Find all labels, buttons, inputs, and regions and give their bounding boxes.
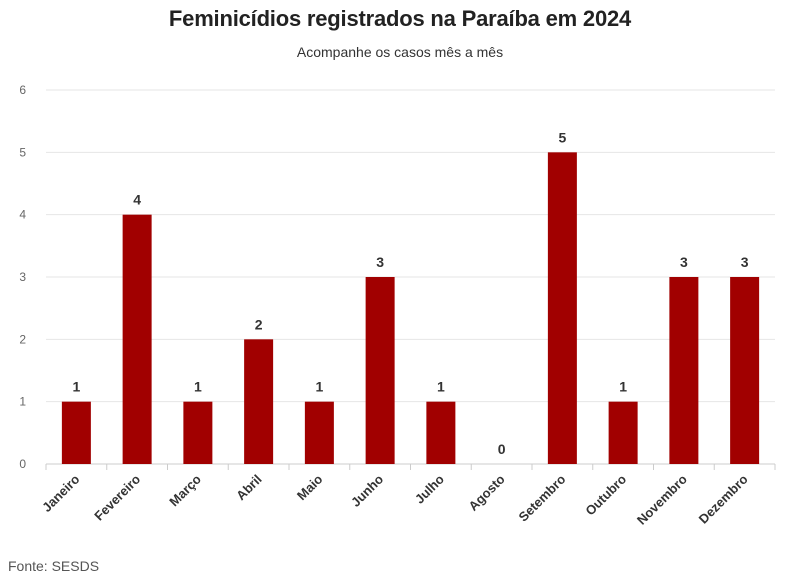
bar [61,401,91,464]
bar [426,401,456,464]
bar [183,401,213,464]
x-tick-label: Outubro [582,471,629,518]
gridlines [46,89,775,465]
y-tick-label: 0 [19,457,26,471]
bar [122,214,152,464]
x-tick-label: Fevereiro [91,471,143,523]
x-tick-label: Julho [412,471,447,506]
bar [244,339,274,464]
bar [608,401,638,464]
bar [365,277,395,464]
x-tick-label: Junho [348,471,386,509]
bar [547,152,577,465]
bar [669,277,699,464]
data-label: 0 [498,441,506,457]
source-note: Fonte: SESDS [8,558,100,574]
bar [304,401,334,464]
y-tick-label: 4 [19,208,26,222]
y-axis-ticks: 0 1 2 3 4 5 6 [19,83,26,471]
x-tick-label: Maio [294,471,326,503]
x-tick-label: Agosto [465,471,507,513]
y-tick-label: 2 [19,332,26,346]
data-label: 1 [72,379,80,395]
x-tick-label: Setembro [515,471,568,524]
y-tick-label: 6 [19,83,26,97]
bars [61,152,760,465]
data-label: 3 [680,254,688,270]
x-tick-label: Janeiro [39,471,82,514]
chart-subtitle: Acompanhe os casos mês a mês [296,44,504,60]
x-tick-label: Dezembro [696,471,751,526]
data-label: 5 [558,129,566,145]
data-label: 2 [255,316,263,332]
data-label: 3 [741,254,749,270]
x-axis-ticks: Janeiro Fevereiro Março Abril Maio Junho Julho… [39,464,776,528]
x-tick-label: Abril [233,472,265,504]
data-label: 1 [619,379,627,395]
y-tick-label: 3 [19,270,26,284]
bar [730,277,760,464]
x-tick-label: Março [166,471,204,509]
y-tick-label: 1 [19,395,26,409]
chart-title: Feminicídios registrados na Paraíba em 2… [168,6,632,31]
data-labels: 1 4 1 2 1 3 1 0 5 1 3 3 [72,129,748,457]
y-tick-label: 5 [19,145,26,159]
data-label: 4 [133,192,141,208]
x-tick-label: Novembro [634,471,690,527]
data-label: 1 [315,379,323,395]
data-label: 3 [376,254,384,270]
data-label: 1 [194,379,202,395]
data-label: 1 [437,379,445,395]
